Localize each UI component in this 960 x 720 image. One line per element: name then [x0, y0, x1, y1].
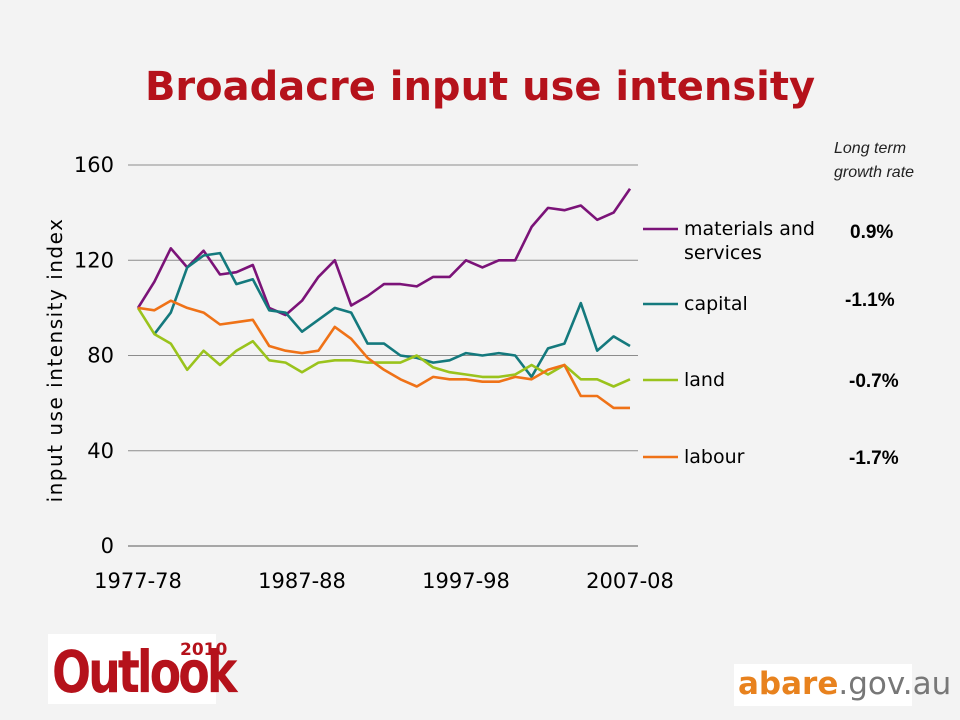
chart-legend: materials and services capital land labour: [643, 218, 815, 468]
x-tick-label: 1977-78: [94, 569, 182, 593]
outlook-2010-logo: Outlook 2010: [48, 634, 237, 706]
y-tick-labels: 0 40 80 120 160: [74, 153, 114, 558]
rate-capital: -1.1%: [845, 290, 895, 311]
legend-label-1: capital: [684, 293, 748, 315]
legend-label-0: materials and services: [684, 218, 815, 264]
x-tick-label: 1997-98: [422, 569, 510, 593]
legend-label-3: labour: [684, 446, 745, 468]
y-tick-label: 160: [74, 153, 114, 177]
x-tick-label: 2007-08: [586, 569, 674, 593]
legend-label-2: land: [684, 369, 725, 391]
growth-rate-note-line-2: growth rate: [834, 164, 915, 181]
y-tick-label: 0: [101, 534, 114, 558]
rate-materials-and-services: 0.9%: [850, 222, 894, 243]
chart-lines: [136, 188, 632, 410]
rate-labour: -1.7%: [849, 448, 899, 469]
x-tick-labels: 1977-78 1987-88 1997-98 2007-08: [94, 569, 674, 593]
page-title: Broadacre input use intensity: [144, 64, 816, 110]
y-tick-label: 80: [87, 344, 114, 368]
series-line-3: [137, 299, 630, 410]
rate-land: -0.7%: [849, 371, 899, 392]
outlook-logo-word: Outlook: [52, 638, 237, 706]
series-line-1: [153, 251, 631, 379]
outlook-logo-year: 2010: [180, 640, 228, 660]
series-line-0: [136, 188, 632, 317]
y-tick-label: 120: [74, 248, 114, 272]
growth-rate-note-line-1: Long term: [834, 140, 907, 157]
series-line-2: [136, 307, 631, 388]
abare-logo: abare.gov.au: [734, 664, 951, 706]
chart-grid: [128, 164, 638, 547]
growth-rate-note: Long term growth rate: [834, 137, 914, 185]
abare-logo-domain: .gov.au: [838, 666, 952, 702]
abare-logo-word: abare: [738, 666, 839, 702]
y-tick-label: 40: [87, 439, 114, 463]
x-tick-label: 1987-88: [258, 569, 346, 593]
y-axis-label: input use intensity index: [43, 218, 67, 503]
